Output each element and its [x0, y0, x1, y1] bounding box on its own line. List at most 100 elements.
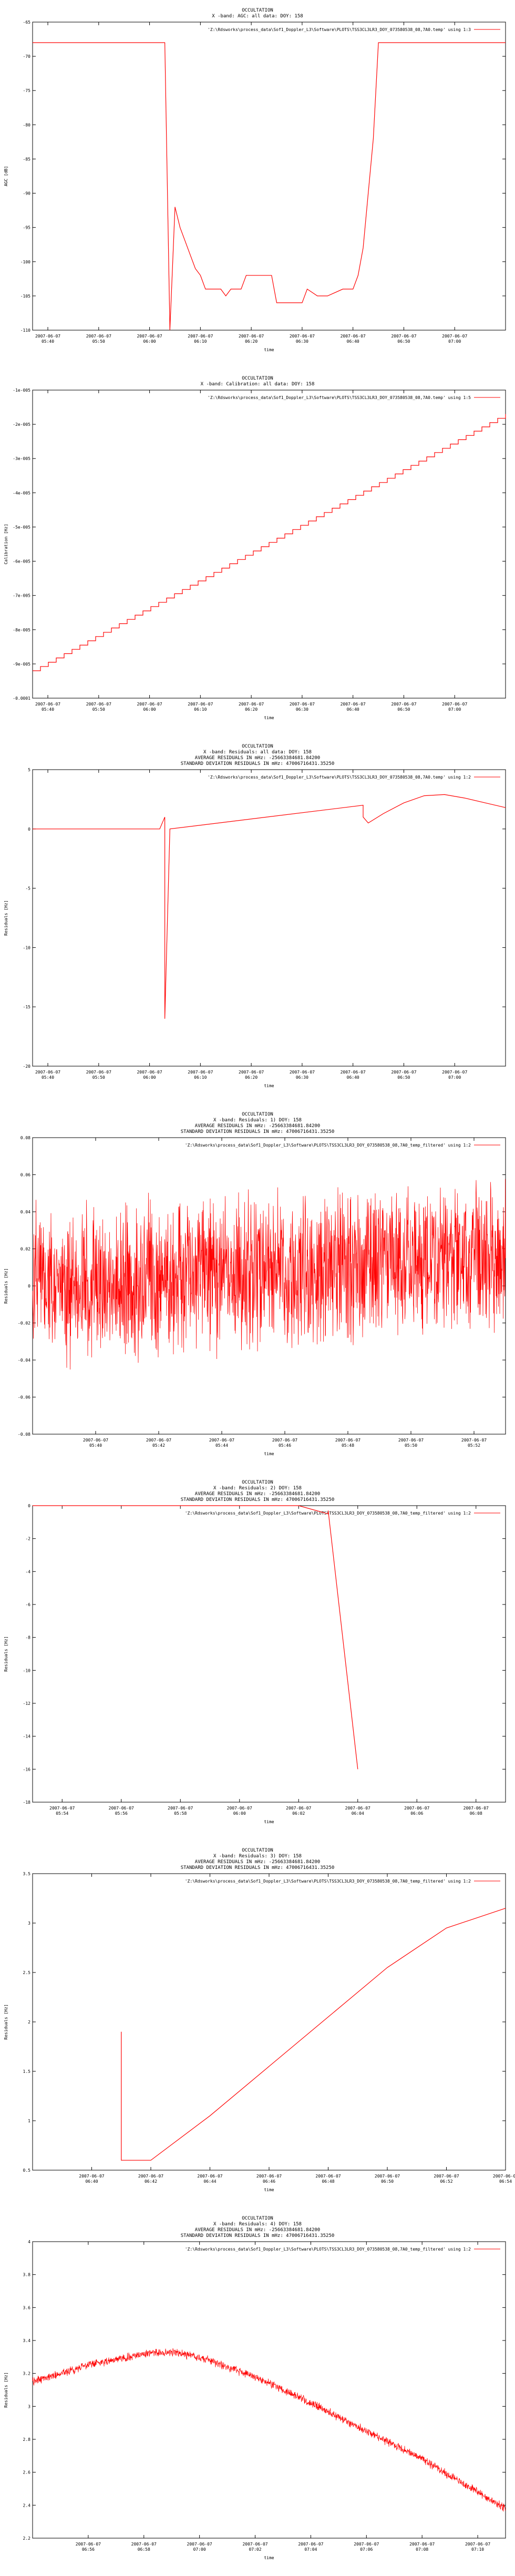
x-tick-date: 2007-06-07 [137, 1070, 162, 1075]
plot-frame [32, 769, 506, 1067]
x-tick-date: 2007-06-07 [227, 1806, 252, 1811]
x-tick-time: 06:50 [397, 339, 410, 344]
chart-panel-3: OCCULTATION X -band: Residuals: all data:… [0, 736, 515, 1104]
x-tick-date: 2007-06-07 [290, 334, 315, 339]
x-tick-time: 05:50 [92, 1075, 105, 1080]
x-tick-date: 2007-06-07 [35, 702, 60, 707]
y-tick-label: 1.5 [23, 2069, 31, 2074]
x-tick-time: 06:04 [352, 1811, 364, 1816]
x-tick-time: 05:46 [279, 1443, 291, 1448]
chart-title-line: X -band: Calibration: all data: DOY: 158 [201, 382, 315, 387]
x-tick-date: 2007-06-07 [86, 702, 111, 707]
chart-title-line: OCCULTATION [242, 1112, 273, 1117]
x-tick-date: 2007-06-07 [146, 1438, 171, 1443]
x-tick-date: 2007-06-07 [409, 2542, 435, 2547]
x-tick-date: 2007-06-07 [49, 1806, 75, 1811]
y-tick-label: 2.6 [23, 2470, 31, 2475]
x-tick-date: 2007-06-07 [298, 2542, 323, 2547]
x-tick-time: 06:56 [82, 2547, 95, 2552]
x-tick-date: 2007-06-07 [83, 1438, 108, 1443]
x-tick-date: 2007-06-07 [391, 1070, 416, 1075]
chart-title-line: OCCULTATION [242, 2216, 273, 2221]
x-tick-date: 2007-06-07 [242, 2542, 267, 2547]
plot-frame [32, 1505, 506, 1803]
x-tick-time: 07:08 [416, 2547, 428, 2552]
chart-panel-6: OCCULTATION X -band: Residuals: 3) DOY: 1… [0, 1840, 515, 2208]
y-tick-label: -9e-005 [13, 662, 30, 667]
x-tick-date: 2007-06-07 [79, 2174, 104, 2179]
y-tick-label: -70 [23, 54, 31, 59]
y-tick-label: -1e-005 [13, 388, 30, 393]
chart-title-line: OCCULTATION [242, 1480, 273, 1485]
x-tick-date: 2007-06-07 [168, 1806, 193, 1811]
plot-frame [32, 22, 506, 331]
legend-label: 'Z:\Rdsworks\process_data\Sof1_Doppler_L… [208, 27, 471, 32]
x-tick-time: 06:00 [143, 1075, 156, 1080]
y-tick-label: -18 [23, 1800, 31, 1805]
y-tick-label: 0.08 [20, 1136, 30, 1140]
y-tick-label: -4e-005 [13, 490, 30, 495]
x-tick-time: 07:00 [448, 707, 461, 712]
y-tick-label: -105 [20, 294, 30, 299]
x-tick-date: 2007-06-07 [188, 702, 213, 707]
y-axis-label: Residuals [Hz] [4, 1636, 8, 1671]
chart-title-line: X -band: Residuals: 3) DOY: 158 [213, 1854, 302, 1859]
y-tick-label: -80 [23, 122, 31, 127]
x-tick-time: 06:10 [194, 1075, 207, 1080]
y-tick-label: -5e-005 [13, 525, 30, 529]
y-axis-label: Residuals [Hz] [4, 1268, 8, 1303]
x-tick-time: 06:06 [410, 1811, 423, 1816]
y-axis-label: Calibration [Hz] [4, 524, 8, 564]
x-tick-date: 2007-06-07 [131, 2542, 157, 2547]
x-tick-time: 05:58 [174, 1811, 187, 1816]
y-tick-label: -0.08 [18, 1432, 30, 1437]
x-tick-date: 2007-06-07 [442, 702, 467, 707]
x-tick-date: 2007-06-07 [461, 1438, 487, 1443]
y-tick-label: -6e-005 [13, 559, 30, 564]
x-tick-time: 06:02 [292, 1811, 305, 1816]
y-tick-label: -15 [23, 1005, 31, 1009]
x-axis-label: time [264, 347, 274, 352]
chart-panel-4: OCCULTATION X -band: Residuals: 1) DOY: 1… [0, 1104, 515, 1472]
y-tick-label: 3.8 [23, 2273, 31, 2277]
series-line [33, 42, 506, 331]
legend-label: 'Z:\Rdsworks\process_data\Sof1_Doppler_L… [208, 775, 471, 780]
y-tick-label: 0.5 [23, 2168, 31, 2173]
x-tick-time: 06:00 [143, 707, 156, 712]
y-tick-label: -110 [20, 328, 30, 333]
x-tick-time: 07:06 [360, 2547, 373, 2552]
x-tick-date: 2007-06-07 [35, 334, 60, 339]
y-tick-label: -65 [23, 20, 31, 25]
x-tick-time: 06:10 [194, 707, 207, 712]
x-tick-date: 2007-06-07 [345, 1806, 370, 1811]
x-tick-date: 2007-06-07 [341, 1070, 366, 1075]
x-tick-date: 2007-06-07 [290, 702, 315, 707]
x-tick-time: 06:10 [194, 339, 207, 344]
chart-title-line: AVERAGE RESIDUALS IN mHz: -25663384681.8… [195, 1491, 320, 1497]
x-tick-date: 2007-06-07 [187, 2542, 212, 2547]
y-tick-label: 0 [28, 1284, 30, 1289]
chart-title-line: STANDARD DEVIATION RESIDUALS IN mHz: 470… [181, 2233, 335, 2238]
chart-panel-7: OCCULTATION X -band: Residuals: 4) DOY: 1… [0, 2208, 515, 2576]
x-tick-time: 07:00 [193, 2547, 206, 2552]
x-tick-time: 06:30 [296, 707, 308, 712]
x-tick-date: 2007-06-07 [434, 2174, 459, 2179]
x-tick-time: 05:50 [92, 707, 105, 712]
x-tick-time: 06:30 [296, 1075, 308, 1080]
x-tick-date: 2007-06-07 [442, 334, 467, 339]
chart-panel-2: OCCULTATION X -band: Calibration: all dat… [0, 368, 515, 736]
x-tick-date: 2007-06-07 [209, 1438, 234, 1443]
y-tick-label: -95 [23, 226, 31, 230]
legend-label: 'Z:\Rdsworks\process_data\Sof1_Doppler_L… [185, 1143, 471, 1148]
chart-title-line: X -band: AGC: all data: DOY: 158 [212, 14, 303, 19]
y-tick-label: 5 [28, 768, 30, 772]
x-tick-date: 2007-06-07 [290, 1070, 315, 1075]
x-tick-date: 2007-06-07 [138, 2174, 163, 2179]
x-tick-time: 07:02 [249, 2547, 261, 2552]
chart-title-line: STANDARD DEVIATION RESIDUALS IN mHz: 470… [181, 761, 335, 766]
x-tick-time: 06:50 [397, 1075, 410, 1080]
x-tick-time: 07:10 [471, 2547, 484, 2552]
y-axis-label: Residuals [Hz] [4, 2004, 8, 2039]
